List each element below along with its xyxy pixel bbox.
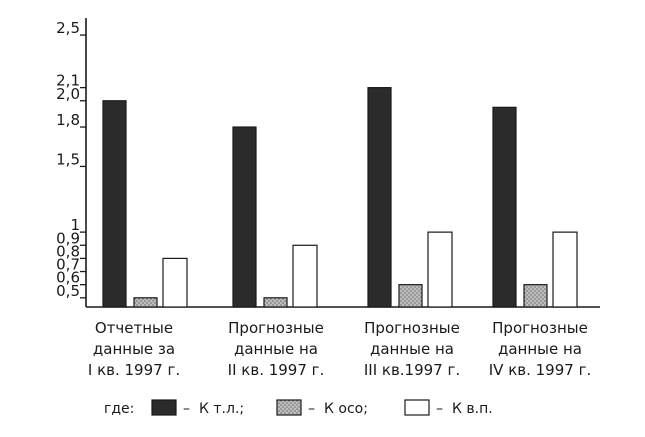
- bar-series-2-cat-2: [263, 297, 288, 308]
- y-tick-label: 1,5: [56, 150, 80, 168]
- bar-series-1-cat-3: [367, 87, 392, 308]
- legend-prefix: где:: [104, 401, 134, 417]
- bar-series-2-cat-4: [523, 284, 548, 308]
- legend-label-1: К т.л.;: [199, 401, 244, 417]
- bars: [102, 87, 578, 308]
- category-label-1-line-3: I кв. 1997 г.: [88, 361, 180, 379]
- y-tick-label: 1: [70, 216, 80, 234]
- category-label-1-line-1: Отчетные: [95, 319, 173, 337]
- legend-swatch-3: [404, 399, 430, 416]
- legend-label-3: К в.п.: [452, 401, 493, 417]
- category-label-4-line-1: Прогнозные: [492, 319, 588, 337]
- y-tick-label: 0,7: [56, 256, 80, 274]
- y-tick-label: 0,9: [56, 229, 80, 247]
- category-label-1-line-2: данные за: [93, 340, 175, 358]
- category-label-3-line-2: данные на: [370, 340, 454, 358]
- bar-series-3-cat-2: [292, 244, 318, 308]
- category-label-2-line-3: II кв. 1997 г.: [228, 361, 325, 379]
- y-tick-label: 0,5: [56, 282, 80, 300]
- legend-dash: –: [436, 401, 443, 417]
- bar-series-2-cat-3: [398, 284, 423, 308]
- bar-series-3-cat-3: [427, 231, 453, 308]
- bar-series-1-cat-1: [102, 100, 127, 308]
- y-tick-label: 2,5: [56, 19, 80, 37]
- category-label-3-line-1: Прогнозные: [364, 319, 460, 337]
- category-label-2-line-1: Прогнозные: [228, 319, 324, 337]
- y-tick-label: 2,1: [56, 72, 80, 90]
- category-label-3-line-3: III кв.1997 г.: [364, 361, 460, 379]
- category-label-2-line-2: данные на: [234, 340, 318, 358]
- legend-swatch-2: [276, 399, 302, 416]
- legend-dash: –: [183, 401, 190, 417]
- y-tick-label: 0,6: [56, 269, 80, 287]
- category-label-4-line-3: IV кв. 1997 г.: [489, 361, 591, 379]
- legend-dash: –: [308, 401, 315, 417]
- legend-label-2: К осо;: [324, 401, 368, 417]
- legend: где: – К т.л.; – К осо; – К в.п.: [104, 399, 493, 417]
- category-label-4-line-2: данные на: [498, 340, 582, 358]
- axes: 2,5 2,12,0 1,8 1,5 10,90,80,70,60,5: [56, 18, 600, 308]
- y-tick-label: 1,8: [56, 111, 80, 129]
- bar-series-3-cat-4: [552, 231, 578, 308]
- y-tick-label: 0,8: [56, 242, 80, 260]
- legend-swatch-1: [151, 399, 177, 416]
- bar-series-1-cat-2: [232, 126, 257, 308]
- bar-series-1-cat-4: [492, 106, 517, 308]
- y-tick-label: 2,0: [56, 85, 80, 103]
- bar-series-2-cat-1: [133, 297, 158, 308]
- bar-series-3-cat-1: [162, 257, 188, 308]
- category-labels: Отчетные данные за I кв. 1997 г. Прогнозные…: [88, 319, 591, 379]
